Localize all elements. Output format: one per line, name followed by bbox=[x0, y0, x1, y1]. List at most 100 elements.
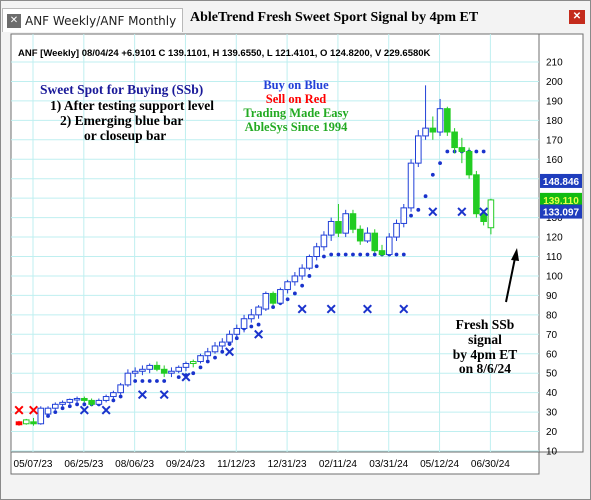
stop-dot bbox=[140, 379, 145, 383]
candle-body bbox=[233, 327, 241, 335]
candle-body bbox=[306, 256, 313, 269]
sweet-spot-line3: or closeup bar bbox=[84, 128, 166, 143]
stop-dot bbox=[351, 252, 355, 257]
candle bbox=[407, 159, 415, 212]
candle bbox=[73, 396, 81, 403]
candle bbox=[356, 225, 364, 245]
stop-dot bbox=[249, 324, 254, 329]
candle bbox=[15, 420, 23, 426]
stop-dot bbox=[416, 207, 421, 212]
candle bbox=[211, 342, 219, 354]
price-tag: 133.097 bbox=[540, 204, 582, 219]
chart-title: AbleTrend Fresh Sweet Sport Signal by 4p… bbox=[190, 10, 479, 25]
candle bbox=[349, 209, 357, 234]
candle-body bbox=[218, 341, 226, 347]
candle bbox=[487, 198, 495, 235]
tab-label: ANF Weekly/ANF Monthly bbox=[25, 13, 177, 28]
candle-body bbox=[124, 372, 132, 386]
candle bbox=[218, 338, 226, 350]
candle-body bbox=[66, 398, 74, 403]
candle bbox=[269, 291, 277, 306]
candle bbox=[306, 254, 313, 271]
x-marker bbox=[181, 372, 191, 382]
x-marker bbox=[29, 405, 39, 415]
stop-dot bbox=[445, 149, 450, 154]
candle-body bbox=[335, 220, 342, 234]
price-tag-label: 133.097 bbox=[543, 208, 580, 219]
candle bbox=[22, 418, 30, 425]
candle-body bbox=[298, 267, 306, 277]
stop-dot bbox=[176, 375, 181, 379]
stop-dot bbox=[191, 371, 196, 376]
candle-body bbox=[277, 289, 284, 304]
candle-body bbox=[102, 396, 110, 401]
candle-body bbox=[168, 370, 175, 374]
candle-body bbox=[327, 220, 335, 236]
candle-body bbox=[342, 213, 349, 234]
candle-body bbox=[400, 207, 408, 224]
stop-dot bbox=[205, 359, 210, 364]
stop-dot bbox=[401, 252, 406, 257]
x-tick-label: 12/31/23 bbox=[268, 459, 307, 470]
stop-dot bbox=[372, 252, 377, 257]
candle-body bbox=[262, 292, 270, 310]
x-markers bbox=[14, 207, 489, 415]
stop-dot bbox=[481, 149, 486, 154]
x-axis-panel bbox=[10, 451, 540, 475]
candle-body bbox=[407, 162, 415, 209]
signal-arrow bbox=[505, 248, 519, 303]
candle-body bbox=[415, 135, 422, 164]
x-tick-label: 05/07/23 bbox=[14, 459, 53, 470]
close-icon[interactable]: ✕ bbox=[7, 13, 21, 28]
candle bbox=[473, 170, 480, 218]
candle-body bbox=[480, 213, 487, 222]
price-tag: 139.110 bbox=[540, 192, 582, 207]
candle bbox=[37, 406, 45, 425]
candle bbox=[262, 291, 270, 311]
candle-body bbox=[95, 399, 103, 405]
candle-body bbox=[248, 314, 255, 320]
fresh-ssb-line1: Fresh SSb bbox=[456, 317, 515, 332]
stop-dot bbox=[198, 365, 203, 370]
x-marker bbox=[362, 304, 372, 314]
fresh-ssb-line4: on 8/6/24 bbox=[459, 361, 511, 376]
stop-dot bbox=[336, 252, 341, 257]
candles bbox=[15, 85, 495, 426]
candle-body bbox=[204, 351, 212, 357]
candle bbox=[95, 398, 103, 407]
candle-body bbox=[160, 368, 168, 374]
candle bbox=[458, 137, 466, 164]
tab-bar: ✕ ANF Weekly/ANF Monthly bbox=[2, 8, 185, 32]
candle bbox=[117, 382, 124, 395]
candle bbox=[59, 400, 66, 407]
candle-body bbox=[385, 236, 393, 256]
x-marker bbox=[457, 207, 467, 217]
stop-dot bbox=[67, 404, 72, 409]
candle-body bbox=[197, 355, 204, 363]
candle bbox=[146, 363, 153, 374]
candle bbox=[153, 361, 161, 372]
candle-body bbox=[356, 228, 364, 242]
x-tick-label: 11/12/23 bbox=[217, 459, 256, 470]
candle bbox=[371, 229, 379, 253]
window-close-icon[interactable]: ✕ bbox=[569, 10, 585, 24]
x-marker bbox=[479, 207, 489, 217]
tab-anf-weekly[interactable]: ✕ ANF Weekly/ANF Monthly bbox=[2, 8, 184, 32]
ablesys-since: AbleSys Since 1994 bbox=[245, 120, 349, 134]
candle-body bbox=[349, 213, 357, 230]
candle-body bbox=[30, 421, 37, 425]
x-tick-label: 05/12/24 bbox=[420, 459, 459, 470]
y-axis-panel bbox=[538, 33, 584, 453]
candle-body bbox=[139, 368, 146, 372]
y-tick-label: 110 bbox=[546, 252, 562, 263]
x-tick-label: 09/24/23 bbox=[166, 459, 205, 470]
y-tick-label: 60 bbox=[546, 349, 558, 360]
y-tick-label: 120 bbox=[546, 233, 563, 244]
candle bbox=[160, 365, 168, 378]
stop-dot bbox=[53, 410, 58, 414]
candle bbox=[313, 242, 320, 261]
candle bbox=[364, 227, 371, 243]
x-tick-label: 08/06/23 bbox=[115, 459, 154, 470]
candle bbox=[291, 272, 299, 286]
